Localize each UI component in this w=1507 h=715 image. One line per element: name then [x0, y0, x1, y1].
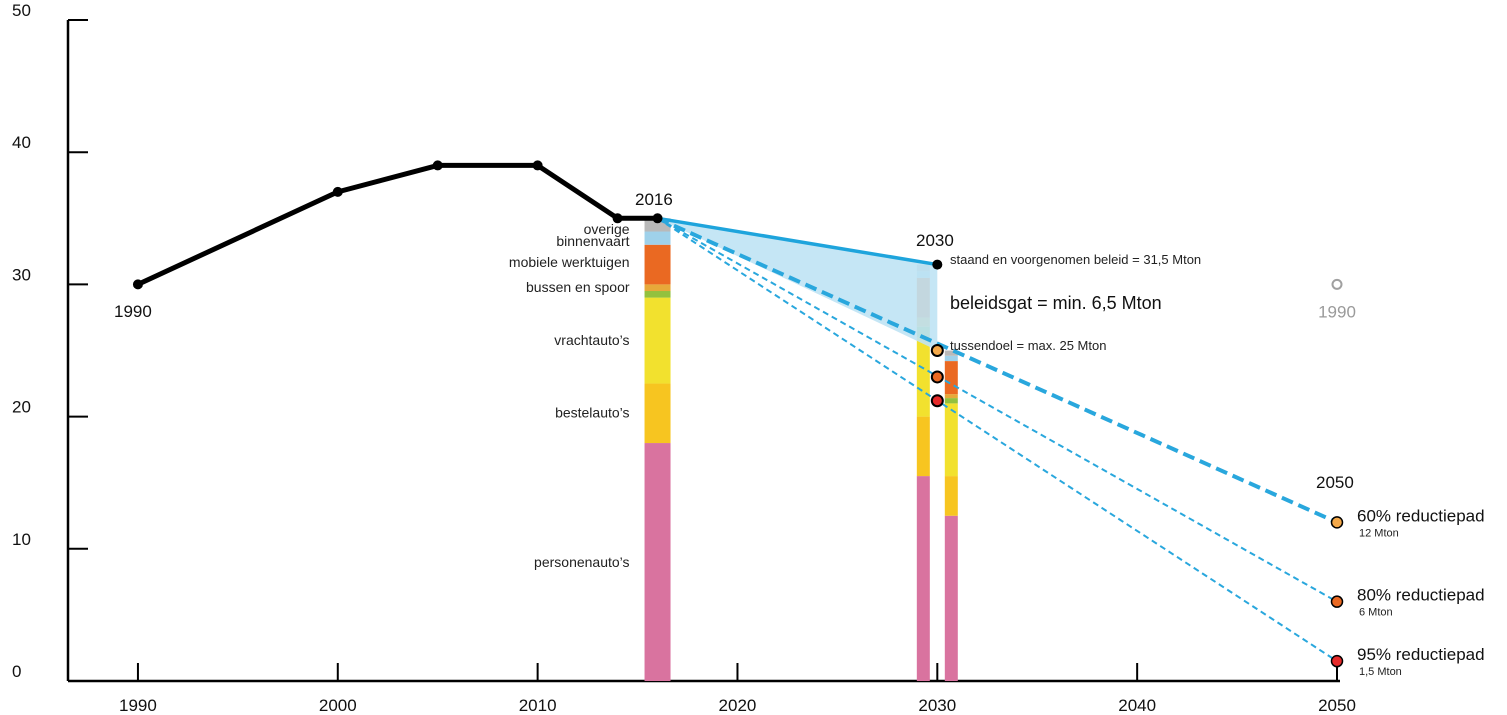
bar-category-label: binnenvaart — [556, 233, 629, 249]
bar-category-label: personenauto’s — [534, 554, 629, 570]
path-label-name: 95% reductiepad — [1357, 645, 1485, 664]
bar-segment — [944, 394, 958, 399]
x-tick-label: 2030 — [918, 696, 956, 715]
y-tick-label: 50 — [12, 1, 31, 20]
ghost-1990-marker: 1990 — [1318, 278, 1356, 321]
y-tick-label: 30 — [12, 265, 31, 284]
bar-category-label: vrachtauto’s — [554, 332, 629, 348]
path-label-name: 60% reductiepad — [1357, 506, 1485, 525]
y-tick-label: 10 — [12, 530, 31, 549]
historical-point — [532, 160, 543, 171]
bar-segment — [944, 350, 958, 356]
bar-segment — [944, 403, 958, 477]
policy-2030-point — [932, 259, 943, 270]
bar-segment — [944, 361, 958, 395]
ghost-1990-label: 1990 — [1318, 302, 1356, 321]
bar-category-label: bestelauto’s — [555, 405, 629, 421]
bar-segment — [644, 443, 671, 681]
label-year-2016: 2016 — [635, 190, 673, 209]
historical-point — [332, 186, 343, 197]
path-labels: 60% reductiepad 12 Mton 80% reductiepad 6 M… — [1357, 506, 1485, 678]
historical-points — [132, 160, 663, 290]
historical-point — [612, 213, 623, 224]
path-2030-marker — [930, 394, 944, 408]
historical-point — [132, 279, 143, 290]
x-tick-label: 2020 — [719, 696, 757, 715]
historical-point — [432, 160, 443, 171]
path-markers — [930, 259, 1344, 668]
x-tick-label: 2040 — [1118, 696, 1156, 715]
bar-segment — [944, 515, 958, 681]
x-tick-label: 2000 — [319, 696, 357, 715]
label-beleid: staand en voorgenomen beleid = 31,5 Mton — [950, 252, 1201, 267]
bar-category-labels: personenauto’s bestelauto’s vrachtauto’s bu… — [509, 221, 630, 570]
y-axis: 0 10 20 30 40 50 — [12, 1, 88, 682]
label-tussendoel: tussendoel = max. 25 Mton — [950, 338, 1106, 353]
x-axis: 1990 2000 2010 2020 2030 2040 2050 — [68, 663, 1356, 715]
bar-category-label: mobiele werktuigen — [509, 254, 630, 270]
x-tick-label: 2010 — [519, 696, 557, 715]
bar-segment — [916, 416, 930, 477]
path-2050-marker — [1330, 516, 1344, 529]
bar-segment — [644, 244, 671, 285]
label-year-1990: 1990 — [114, 302, 152, 321]
bar-category-label: bussen en spoor — [526, 279, 630, 295]
y-tick-label: 40 — [12, 133, 31, 152]
label-year-2050: 2050 — [1316, 473, 1354, 492]
reduction-path-line — [656, 216, 1338, 525]
path-2050-marker — [1330, 595, 1344, 608]
bar-segment — [644, 231, 671, 245]
x-tick-label: 1990 — [119, 696, 157, 715]
path-2030-marker — [930, 344, 944, 357]
bar-segment — [944, 476, 958, 516]
x-ticks: 1990 2000 2010 2020 2030 2040 2050 — [119, 663, 1356, 715]
bar-segment — [644, 383, 671, 444]
path-label-value: 6 Mton — [1359, 607, 1393, 619]
y-tick-label: 0 — [12, 662, 21, 681]
path-label-value: 12 Mton — [1359, 527, 1399, 539]
bar-segment — [644, 284, 671, 292]
bar-segment — [944, 398, 958, 404]
y-ticks: 0 10 20 30 40 50 — [12, 1, 88, 682]
x-tick-label: 2050 — [1318, 696, 1356, 715]
path-label-name: 80% reductiepad — [1357, 586, 1485, 605]
bar-segment — [916, 476, 930, 681]
reduction-path-line — [656, 217, 1338, 663]
path-2030-marker — [930, 370, 944, 384]
label-year-2030: 2030 — [916, 231, 954, 250]
reduction-path-line — [657, 217, 1338, 603]
reduction-paths — [656, 216, 1338, 663]
path-label-value: 1,5 Mton — [1359, 666, 1402, 678]
bar-category-label: overige — [584, 221, 630, 237]
bar-segment — [944, 355, 958, 362]
path-2050-marker — [1330, 654, 1344, 668]
policy-line — [657, 216, 938, 267]
bar-segment — [644, 291, 671, 298]
historical-line — [136, 162, 658, 287]
historical-point — [652, 213, 663, 224]
bar-segment — [916, 337, 930, 417]
bar-segment — [644, 297, 671, 384]
y-tick-label: 20 — [12, 398, 31, 417]
ghost-1990-dot — [1331, 278, 1343, 290]
label-gap: beleidsgat = min. 6,5 Mton — [950, 293, 1162, 313]
